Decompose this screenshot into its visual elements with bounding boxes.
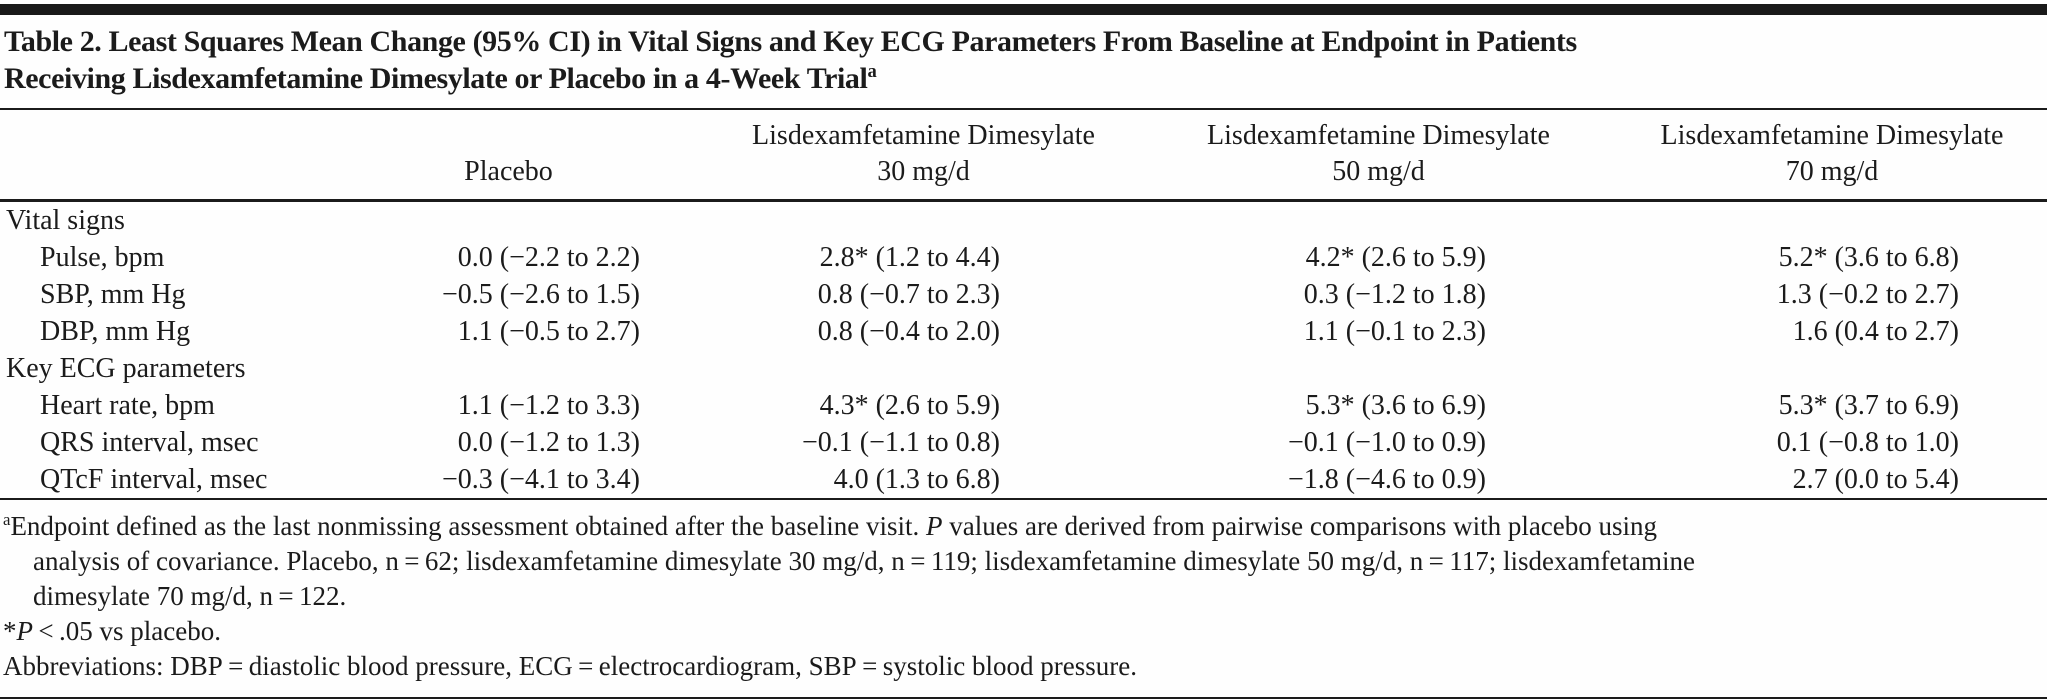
table-row-dbp: DBP, mm Hg 1.1 (−0.5 to 2.7) 0.8 (−0.4 t… [0,313,2047,350]
column-header-ldx-30: Lisdexamfetamine Dimesylate 30 mg/d [707,110,1140,202]
footnote-a-marker: a [3,510,11,529]
value-cell: −0.5 (−2.6 to 1.5) [441,279,640,310]
table-title-line1: Table 2. Least Squares Mean Change (95% … [4,25,1577,58]
value-cell: −0.1 (−1.0 to 0.9) [1287,427,1486,458]
column-header-ldx-70: Lisdexamfetamine Dimesylate 70 mg/d [1617,110,2047,202]
column-header-ldx-50-line1: Lisdexamfetamine Dimesylate [1207,120,1550,151]
column-header-ldx-70-line2: 70 mg/d [1785,156,1879,187]
column-header-placebo-line2: Placebo [464,156,553,187]
table-title-line2: Receiving Lisdexamfetamine Dimesylate or… [4,60,2041,97]
section-row-key-ecg: Key ECG parameters [0,350,2047,387]
column-header-ldx-50-line2: 50 mg/d [1332,156,1425,187]
section-header: Vital signs [6,205,125,236]
table-row-qrs: QRS interval, msec 0.0 (−1.2 to 1.3) −0.… [0,424,2047,461]
column-header-ldx-70-line1: Lisdexamfetamine Dimesylate [1660,120,2004,151]
row-label: QRS interval, msec [40,427,259,458]
column-header-ldx-30-line2: 30 mg/d [877,156,970,187]
value-cell: −1.8 (−4.6 to 0.9) [1287,464,1486,495]
value-cell: −0.3 (−4.1 to 3.4) [441,464,640,495]
value-cell: 5.3* (3.6 to 6.9) [1305,390,1486,421]
value-cell: 0.0 (−2.2 to 2.2) [457,242,640,273]
value-cell: 1.1 (−1.2 to 3.3) [457,390,640,421]
value-cell: 0.1 (−0.8 to 1.0) [1776,427,1959,458]
table-row-sbp: SBP, mm Hg −0.5 (−2.6 to 1.5) 0.8 (−0.7 … [0,276,2047,313]
footnote-a-text-pre: Endpoint defined as the last nonmissing … [10,511,926,541]
table-row-qtcf: QTcF interval, msec −0.3 (−4.1 to 3.4) 4… [0,461,2047,499]
value-cell: 1.1 (−0.5 to 2.7) [457,316,640,347]
section-header: Key ECG parameters [6,353,246,384]
table-footnotes: aEndpoint defined as the last nonmissing… [0,500,2047,684]
footnote-a-text-post: values are derived from pairwise compari… [942,511,1658,541]
column-header-ldx-30-line1: Lisdexamfetamine Dimesylate [752,120,1095,151]
row-label: Heart rate, bpm [40,390,215,421]
value-cell: −0.1 (−1.1 to 0.8) [801,427,1000,458]
value-cell: 4.0 (1.3 to 6.8) [833,464,1000,495]
row-label: SBP, mm Hg [40,279,186,310]
value-cell: 4.3* (2.6 to 5.9) [819,390,1000,421]
value-cell: 0.8 (−0.4 to 2.0) [817,316,1000,347]
row-label: Pulse, bpm [40,242,165,273]
table-title: Table 2. Least Squares Mean Change (95% … [0,15,2047,110]
significance-italic-p: P [16,616,34,646]
value-cell: 4.2* (2.6 to 5.9) [1305,242,1486,273]
footnote-a-line1: aEndpoint defined as the last nonmissing… [3,509,2041,544]
value-cell: 2.7 (0.0 to 5.4) [1792,464,1959,495]
vital-signs-ecg-table: Placebo Lisdexamfetamine Dimesylate 30 m… [0,110,2047,500]
significance-star: * [3,616,17,646]
top-rule-thick [0,4,2047,15]
value-cell: 2.8* (1.2 to 4.4) [819,242,1000,273]
row-label: QTcF interval, msec [40,464,268,495]
footnote-a-line3: dimesylate 70 mg/d, n = 122. [33,581,347,611]
value-cell: 1.6 (0.4 to 2.7) [1792,316,1959,347]
header-row: Placebo Lisdexamfetamine Dimesylate 30 m… [0,110,2047,202]
title-footnote-marker: a [867,61,877,82]
value-cell: 1.3 (−0.2 to 2.7) [1776,279,1959,310]
footnote-a-line2: analysis of covariance. Placebo, n = 62;… [33,546,1695,576]
table-title-line2-text: Receiving Lisdexamfetamine Dimesylate or… [4,62,868,95]
row-label: DBP, mm Hg [40,316,191,347]
value-cell: 0.0 (−1.2 to 1.3) [457,427,640,458]
table-row-heart-rate: Heart rate, bpm 1.1 (−1.2 to 3.3) 4.3* (… [0,387,2047,424]
value-cell: 5.2* (3.6 to 6.8) [1778,242,1959,273]
value-cell: 5.3* (3.7 to 6.9) [1778,390,1959,421]
value-cell: 1.1 (−0.1 to 2.3) [1303,316,1486,347]
value-cell: 0.3 (−1.2 to 1.8) [1303,279,1486,310]
footnote-abbreviations: Abbreviations: DBP = diastolic blood pre… [3,651,1137,681]
stub-header-cell [0,110,310,202]
table-row-pulse: Pulse, bpm 0.0 (−2.2 to 2.2) 2.8* (1.2 t… [0,239,2047,276]
bottom-rule-thick [0,697,2047,699]
column-header-placebo: Placebo [310,110,707,202]
significance-text: < .05 vs placebo. [33,616,221,646]
column-header-ldx-50: Lisdexamfetamine Dimesylate 50 mg/d [1140,110,1617,202]
footnote-significance: *P < .05 vs placebo. [3,614,2041,649]
section-row-vital-signs: Vital signs [0,201,2047,240]
footnote-a-italic-p: P [926,511,943,541]
value-cell: 0.8 (−0.7 to 2.3) [817,279,1000,310]
